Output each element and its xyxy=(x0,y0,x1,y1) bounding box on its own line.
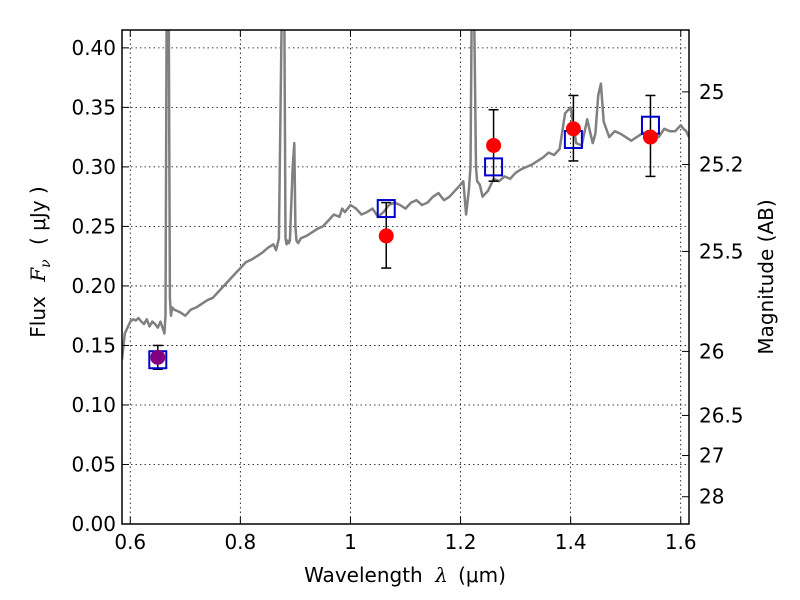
y-axis-title: Flux Fν ( μJy ) xyxy=(26,186,55,337)
observed-flux-point xyxy=(378,228,394,244)
x-axis-title: Wavelength λ (μm) xyxy=(304,563,506,587)
observed-flux-point xyxy=(642,129,658,145)
model-square-point xyxy=(376,199,396,219)
y2-tick-label: 28 xyxy=(699,485,724,509)
observed-flux-point xyxy=(486,137,502,153)
y-tick-label: 0.25 xyxy=(71,214,116,238)
y-tick-label: 0.15 xyxy=(71,333,116,357)
y-tick-label: 0.00 xyxy=(71,512,116,536)
axis-ticks: 0.6 0.8 1 1.2 1.4 1.6 0.00 0.05 0.10 0.15 0.20 0.25… xyxy=(71,30,744,554)
y-tick-label: 0.30 xyxy=(71,155,116,179)
y2-tick-label: 27 xyxy=(699,444,724,468)
x-tick-label: 1.4 xyxy=(555,530,587,554)
y2-axis-title: Magnitude (AB) xyxy=(754,199,778,354)
y2-tick-label: 25.2 xyxy=(699,153,744,177)
y-tick-label: 0.20 xyxy=(71,274,116,298)
x-tick-label: 1.2 xyxy=(445,530,477,554)
y-tick-label: 0.10 xyxy=(71,393,116,417)
y-tick-label: 0.35 xyxy=(71,95,116,119)
x-tick-label: 0.6 xyxy=(114,530,146,554)
y2-tick-label: 26.5 xyxy=(699,403,744,427)
spectrum-line xyxy=(122,30,689,360)
observed-flux-point xyxy=(565,121,581,137)
y2-tick-label: 25 xyxy=(699,80,724,104)
x-tick-label: 1 xyxy=(344,530,357,554)
x-tick-label: 1.6 xyxy=(665,530,697,554)
y-tick-label: 0.05 xyxy=(71,452,116,476)
y2-tick-label: 26 xyxy=(699,339,724,363)
model-square-point xyxy=(484,157,504,177)
data-layer xyxy=(122,30,689,371)
grid-lines xyxy=(122,30,689,525)
y2-tick-label: 25.5 xyxy=(699,239,744,263)
y-tick-label: 0.40 xyxy=(71,36,116,60)
plot-frame xyxy=(121,29,690,525)
x-tick-label: 0.8 xyxy=(224,530,256,554)
observed-flux-point xyxy=(150,349,166,365)
